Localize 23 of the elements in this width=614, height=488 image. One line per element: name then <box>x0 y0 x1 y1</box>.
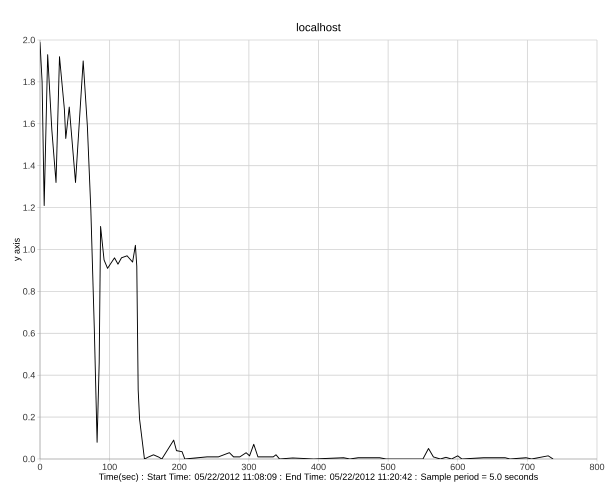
y-tick-label: 1.4 <box>23 162 36 169</box>
x-tick-label: 700 <box>520 464 535 470</box>
chart-title: localhost <box>296 22 341 32</box>
x-tick-label: 0 <box>38 464 42 470</box>
x-tick-label: 500 <box>380 464 396 470</box>
y-tick-label: 0.2 <box>23 414 35 420</box>
y-tick-label: 1.6 <box>23 120 35 127</box>
y-tick-label: 0.0 <box>23 456 35 462</box>
y-tick-label: 2.0 <box>23 36 35 44</box>
y-axis-title: y axis <box>13 238 22 262</box>
x-axis-title: Time(sec) : Start Time: 05/22/2012 11:08:09 : End Time: 05/22/2012 11:20:42 : Sample period = 5.0 seconds <box>98 473 538 482</box>
x-tick-label: 400 <box>311 464 326 470</box>
x-tick-label: 300 <box>242 464 256 470</box>
y-tick-label: 1.0 <box>23 246 35 253</box>
y-tick-label: 1.8 <box>23 78 35 86</box>
x-tick-label: 100 <box>102 464 117 470</box>
x-tick-label: 800 <box>590 464 604 470</box>
x-tick-label: 200 <box>172 464 186 470</box>
x-tick-label: 600 <box>450 464 465 470</box>
y-tick-label: 0.8 <box>23 288 35 295</box>
y-tick-label: 0.4 <box>23 372 36 378</box>
y-tick-label: 0.6 <box>23 330 35 336</box>
y-tick-label: 1.2 <box>23 204 35 211</box>
